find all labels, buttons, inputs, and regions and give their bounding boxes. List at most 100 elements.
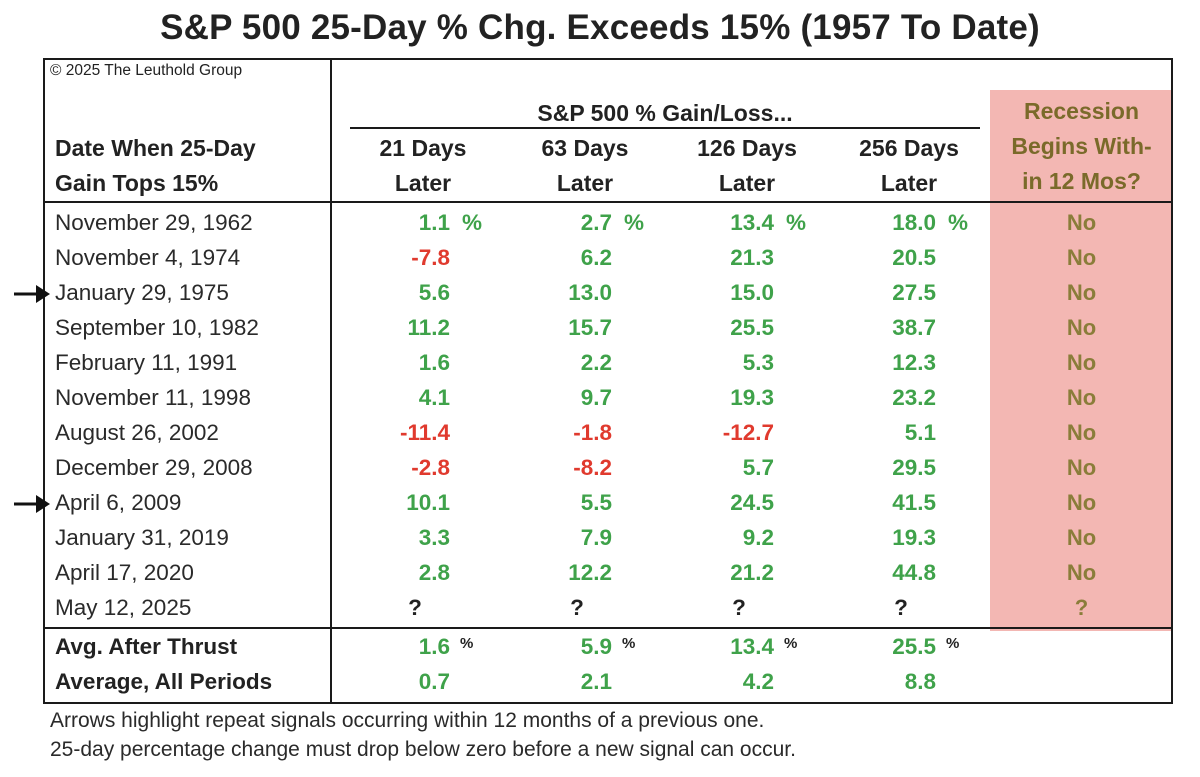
- value-cell: 6.2: [580, 245, 612, 270]
- summary-value-cell: 2.1: [580, 669, 612, 694]
- value-cell: 2.8: [418, 560, 450, 585]
- row-date: April 6, 2009: [55, 490, 182, 515]
- value-cell: 13.4: [730, 210, 774, 235]
- summary-value-cell: 8.8: [904, 669, 936, 694]
- value-cell: 21.2: [730, 560, 774, 585]
- row-date: November 4, 1974: [55, 245, 241, 270]
- row-date: April 17, 2020: [55, 560, 194, 585]
- recession-cell: No: [1066, 455, 1097, 480]
- value-cell: ?: [732, 595, 746, 620]
- row-date: December 29, 2008: [55, 455, 253, 480]
- value-cell: 1.6: [418, 350, 450, 375]
- arrow-right-icon: [14, 285, 50, 303]
- value-cell: 23.2: [892, 385, 936, 410]
- value-cell: ?: [570, 595, 584, 620]
- value-cell: ?: [894, 595, 908, 620]
- recession-cell: No: [1066, 525, 1097, 550]
- value-cell: -12.7: [722, 420, 774, 445]
- row-date: August 26, 2002: [55, 420, 219, 445]
- value-cell: 12.3: [892, 350, 936, 375]
- column-header-2-line2: Later: [556, 170, 614, 196]
- row-date: September 10, 1982: [55, 315, 259, 340]
- column-header-4-line1: 256 Days: [859, 135, 959, 161]
- row-date: May 12, 2025: [55, 595, 192, 620]
- value-cell: 44.8: [892, 560, 936, 585]
- value-cell: 15.0: [730, 280, 774, 305]
- value-cell: 12.2: [568, 560, 612, 585]
- copyright-label: © 2025 The Leuthold Group: [50, 62, 243, 79]
- value-cell: -8.2: [573, 455, 612, 480]
- summary-value-cell: 4.2: [742, 669, 774, 694]
- value-cell: 5.7: [742, 455, 774, 480]
- recession-cell: No: [1066, 245, 1097, 270]
- percent-sign: %: [460, 635, 474, 652]
- value-cell: 13.0: [568, 280, 612, 305]
- recession-header-line3: in 12 Mos?: [1022, 168, 1141, 194]
- value-cell: 27.5: [892, 280, 936, 305]
- column-header-1-line2: Later: [394, 170, 452, 196]
- summary-value-cell: 25.5: [892, 634, 936, 659]
- percent-sign: %: [784, 635, 798, 652]
- summary-label: Average, All Periods: [55, 669, 273, 694]
- value-cell: -11.4: [399, 420, 450, 445]
- value-cell: 5.3: [742, 350, 774, 375]
- column-header-3-line2: Later: [718, 170, 776, 196]
- table-frame: [43, 58, 1173, 704]
- arrow-right-icon: [14, 495, 50, 513]
- header-bottom-rule: [43, 201, 1173, 203]
- percent-sign: %: [624, 210, 645, 235]
- value-cell: 1.1: [418, 210, 450, 235]
- value-cell: 29.5: [892, 455, 936, 480]
- recession-cell: No: [1066, 490, 1097, 515]
- value-cell: 5.1: [904, 420, 936, 445]
- row-date: February 11, 1991: [55, 350, 238, 375]
- recession-header-line1: Recession: [1023, 98, 1140, 124]
- footnote-1: Arrows highlight repeat signals occurrin…: [50, 709, 765, 732]
- percent-sign: %: [948, 210, 969, 235]
- recession-cell: No: [1066, 210, 1097, 235]
- percent-sign: %: [786, 210, 807, 235]
- value-cell: -2.8: [411, 455, 450, 480]
- recession-cell: No: [1066, 280, 1097, 305]
- value-cell: 10.1: [406, 490, 450, 515]
- recession-cell: No: [1066, 420, 1097, 445]
- recession-header-line2: Begins With-: [1011, 133, 1152, 159]
- value-cell: 24.5: [730, 490, 774, 515]
- value-cell: 20.5: [892, 245, 936, 270]
- footnote-2: 25-day percentage change must drop below…: [50, 738, 796, 761]
- value-cell: 15.7: [568, 315, 612, 340]
- summary-label: Avg. After Thrust: [55, 634, 238, 659]
- column-header-4-line2: Later: [880, 170, 938, 196]
- group-header: S&P 500 % Gain/Loss...: [537, 100, 793, 126]
- summary-value-cell: 1.6: [418, 634, 450, 659]
- value-cell: 25.5: [730, 315, 774, 340]
- recession-cell: ?: [1074, 595, 1089, 620]
- percent-sign: %: [462, 210, 483, 235]
- value-cell: 21.3: [730, 245, 774, 270]
- value-cell: 11.2: [407, 315, 450, 340]
- value-cell: 9.2: [742, 525, 774, 550]
- value-cell: 4.1: [418, 385, 450, 410]
- value-cell: 5.5: [580, 490, 612, 515]
- percent-sign: %: [946, 635, 960, 652]
- summary-value-cell: 13.4: [730, 634, 774, 659]
- value-cell: 19.3: [892, 525, 936, 550]
- row-label-header-line2: Gain Tops 15%: [55, 170, 219, 196]
- value-cell: 3.3: [418, 525, 450, 550]
- value-cell: 7.9: [580, 525, 612, 550]
- value-cell: 2.2: [580, 350, 612, 375]
- summary-value-cell: 5.9: [580, 634, 612, 659]
- row-label-divider: [330, 58, 332, 704]
- row-date: November 11, 1998: [55, 385, 251, 410]
- recession-cell: No: [1066, 560, 1097, 585]
- group-label-underline: [350, 127, 980, 129]
- percent-sign: %: [622, 635, 636, 652]
- row-label-header-line1: Date When 25-Day: [55, 135, 256, 161]
- value-cell: 41.5: [892, 490, 936, 515]
- value-cell: 18.0: [892, 210, 936, 235]
- column-header-3-line1: 126 Days: [697, 135, 797, 161]
- value-cell: -1.8: [573, 420, 612, 445]
- recession-cell: No: [1066, 315, 1097, 340]
- value-cell: 2.7: [580, 210, 612, 235]
- value-cell: 5.6: [418, 280, 450, 305]
